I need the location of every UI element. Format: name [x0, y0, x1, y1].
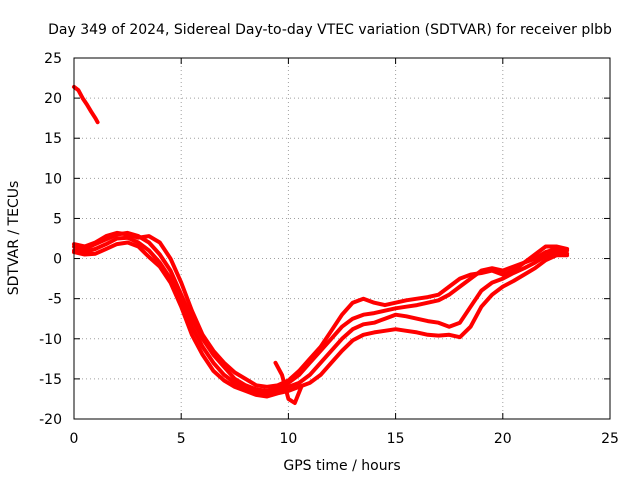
- y-tick-label: -20: [39, 412, 62, 428]
- series-line-trace-4: [72, 230, 570, 389]
- plot-frame: [73, 57, 611, 420]
- series-line-trace-1: [72, 230, 570, 393]
- y-tick-label: 5: [53, 211, 62, 227]
- y-tick-label: 15: [44, 131, 62, 147]
- y-tick-label: -10: [39, 332, 62, 348]
- x-tick-label: 0: [70, 431, 79, 447]
- x-tick-label: 20: [494, 431, 512, 447]
- ticks: 0 5 10 15 20 25 -20 -15 -10 -5 0 5 10 15 20 25: [39, 51, 619, 447]
- y-axis-label: SDTVAR / TECUs: [6, 181, 22, 296]
- x-tick-label: 10: [279, 431, 297, 447]
- y-tick-label: -15: [39, 372, 62, 388]
- series-line-segment-early: [72, 84, 100, 125]
- series-line-dip-near-10: [273, 360, 304, 405]
- chart-title: Day 349 of 2024, Sidereal Day-to-day VTE…: [48, 22, 612, 38]
- y-tick-label: 25: [44, 51, 62, 67]
- series-line-trace-2: [72, 235, 570, 396]
- series-layer: [72, 84, 570, 405]
- x-tick-label: 25: [601, 431, 619, 447]
- x-tick-label: 15: [387, 431, 405, 447]
- y-tick-label: -5: [48, 292, 62, 308]
- y-tick-label: 20: [44, 91, 62, 107]
- x-tick-label: 5: [177, 431, 186, 447]
- series-line-trace-3: [72, 240, 570, 399]
- y-tick-label: 0: [53, 252, 62, 268]
- x-axis-label: GPS time / hours: [283, 458, 400, 474]
- y-tick-label: 10: [44, 171, 62, 187]
